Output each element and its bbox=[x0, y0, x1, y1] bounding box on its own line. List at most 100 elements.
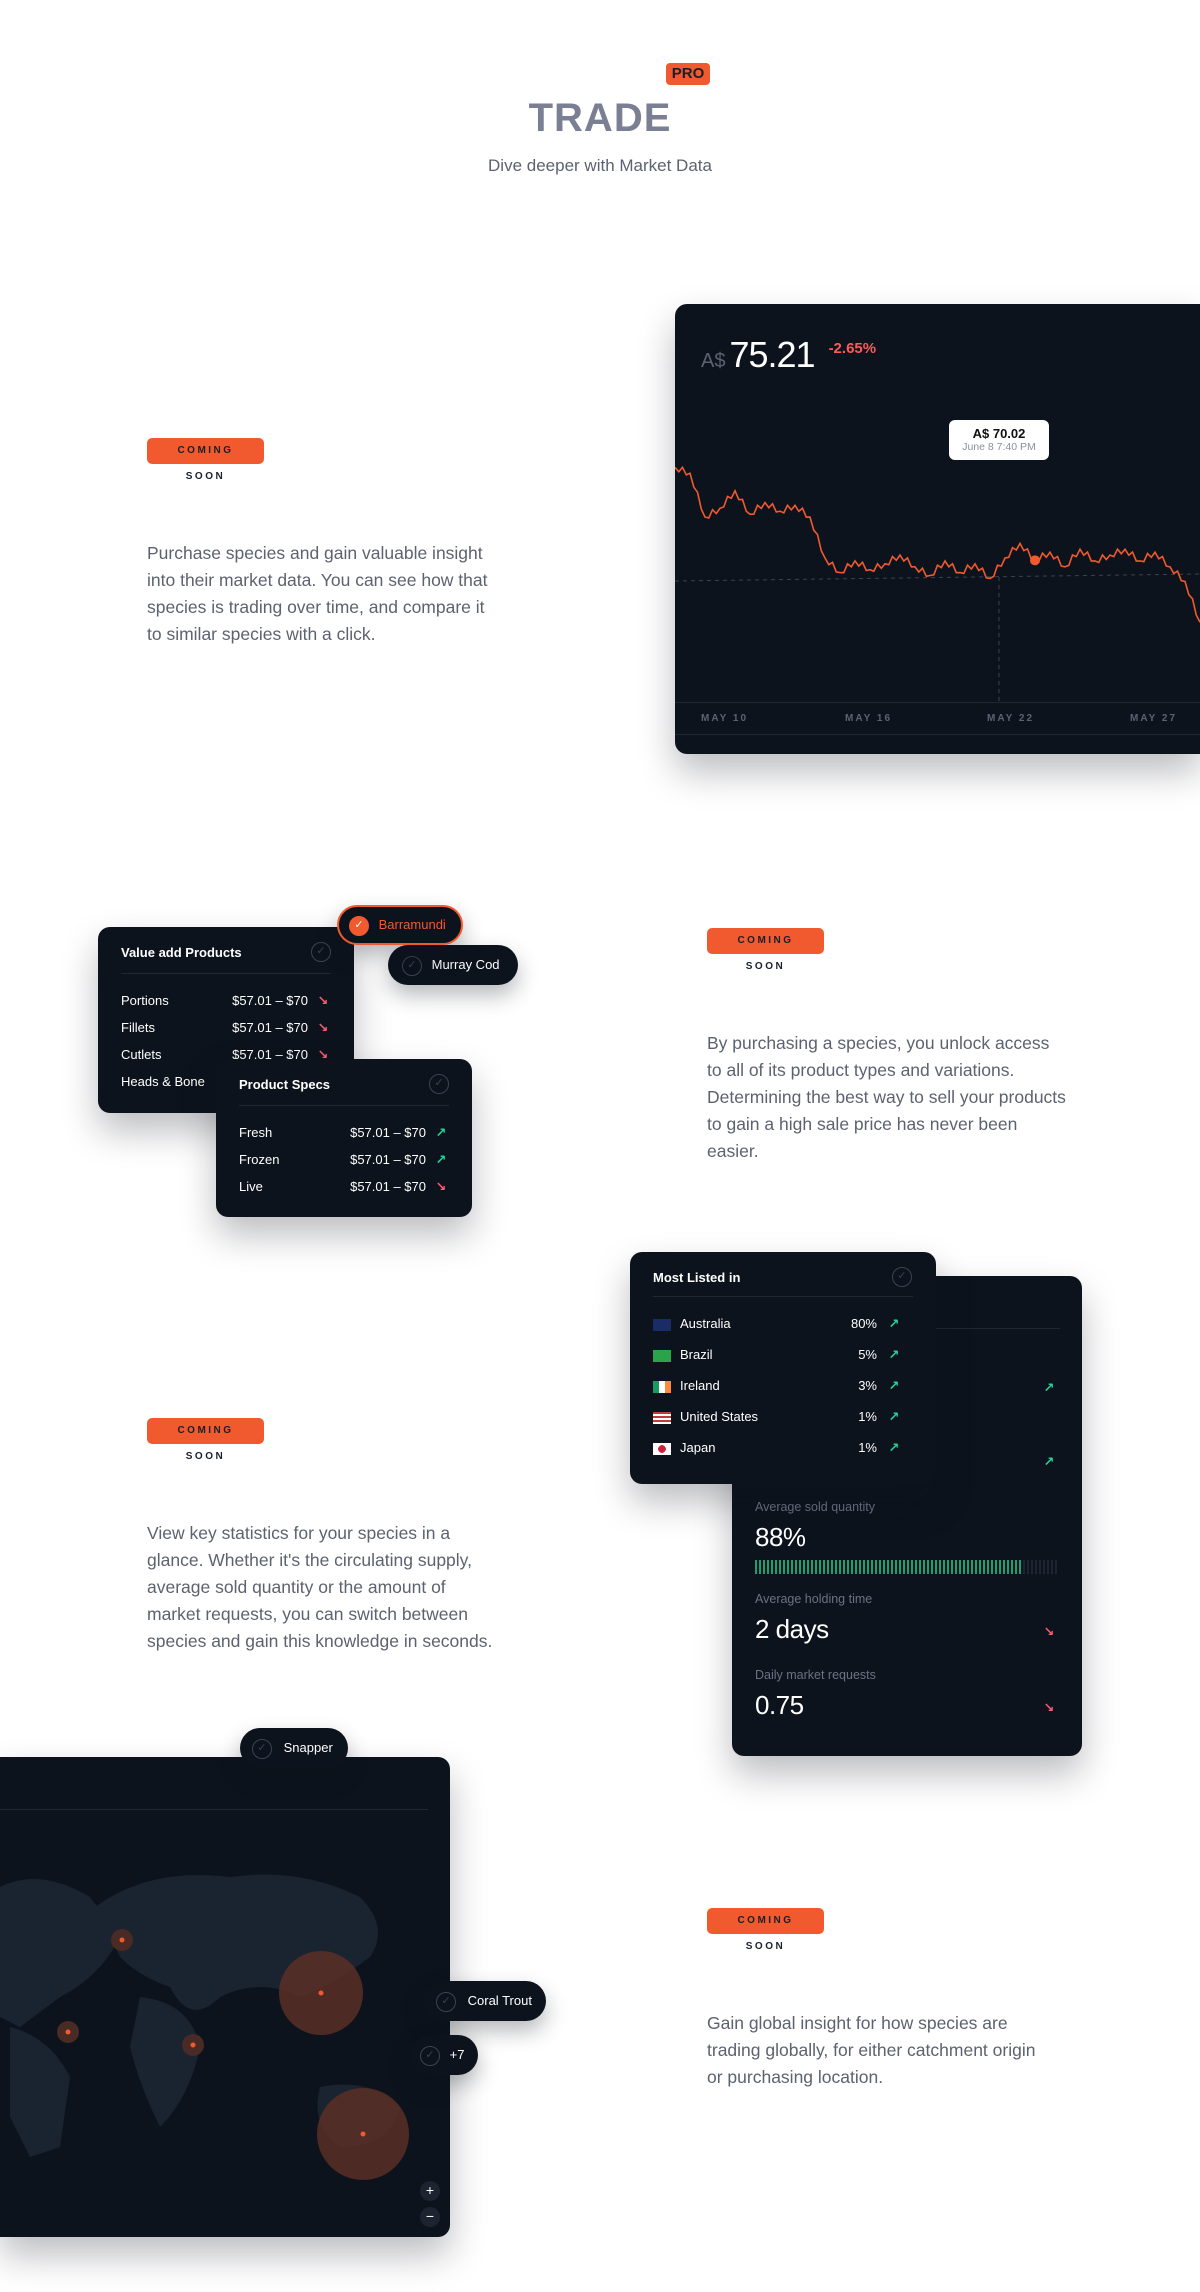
row-label: Frozen bbox=[239, 1152, 280, 1167]
progress-tick bbox=[911, 1560, 913, 1574]
section3-description: View key statistics for your species in … bbox=[147, 1523, 493, 1651]
x-tick: MAY 22 bbox=[987, 713, 1035, 724]
divider bbox=[0, 1809, 428, 1810]
currency-label: A$ bbox=[701, 350, 726, 372]
progress-tick bbox=[843, 1560, 845, 1574]
price-change: -2.65% bbox=[828, 340, 877, 357]
progress-tick bbox=[939, 1560, 941, 1574]
us-flag-icon bbox=[653, 1412, 671, 1424]
species-pill-barramundi[interactable]: ✓ Barramundi bbox=[337, 905, 463, 945]
br-flag-icon bbox=[653, 1350, 671, 1362]
crosshair-horizontal bbox=[675, 573, 1200, 582]
au-flag-icon bbox=[653, 1319, 671, 1331]
progress-tick bbox=[759, 1560, 761, 1574]
progress-tick bbox=[1031, 1560, 1033, 1574]
progress-tick bbox=[883, 1560, 885, 1574]
progress-tick bbox=[999, 1560, 1001, 1574]
progress-tick bbox=[987, 1560, 989, 1574]
species-pill-more[interactable]: ✓ +7 bbox=[410, 2035, 478, 2075]
progress-tick bbox=[943, 1560, 945, 1574]
trend-up-icon: ↗ bbox=[888, 1409, 900, 1424]
row-label: Live bbox=[239, 1179, 263, 1194]
section2-description: By purchasing a species, you unlock acce… bbox=[707, 1033, 1066, 1161]
progress-tick bbox=[879, 1560, 881, 1574]
check-icon: ✓ bbox=[349, 915, 369, 936]
section4-description: Gain global insight for how species are … bbox=[707, 2013, 1036, 2087]
price-line-chart[interactable] bbox=[675, 404, 1200, 704]
divider bbox=[239, 1105, 449, 1106]
trend-up-icon: ↗ bbox=[435, 1152, 447, 1167]
species-pill-coral-trout[interactable]: ✓ Coral Trout bbox=[424, 1981, 546, 2021]
progress-tick bbox=[783, 1560, 785, 1574]
progress-tick bbox=[795, 1560, 797, 1574]
progress-tick bbox=[787, 1560, 789, 1574]
zoom-out-button[interactable]: − bbox=[420, 2207, 440, 2227]
progress-tick bbox=[907, 1560, 909, 1574]
country-pct: 1% bbox=[858, 1440, 877, 1455]
trend-down-icon: ↘ bbox=[317, 1047, 329, 1062]
map-point bbox=[318, 1990, 324, 1996]
pill-label: Coral Trout bbox=[467, 1993, 532, 2008]
trend-down-icon: ↘ bbox=[317, 993, 329, 1008]
pro-badge: PRO bbox=[666, 63, 710, 85]
divider bbox=[653, 1296, 913, 1297]
progress-tick bbox=[891, 1560, 893, 1574]
value-add-title: Value add Products bbox=[121, 945, 242, 960]
progress-tick bbox=[971, 1560, 973, 1574]
check-icon[interactable]: ✓ bbox=[311, 942, 331, 962]
zoom-in-button[interactable]: + bbox=[420, 2181, 440, 2201]
country-name: United States bbox=[680, 1409, 759, 1424]
species-pill-snapper[interactable]: ✓ Snapper bbox=[240, 1728, 348, 1768]
world-map[interactable] bbox=[0, 1827, 450, 2227]
progress-tick bbox=[871, 1560, 873, 1574]
country-name: Australia bbox=[680, 1316, 731, 1331]
species-pill-murray-cod[interactable]: ✓ Murray Cod bbox=[388, 945, 518, 985]
section1-description: Purchase species and gain valuable insig… bbox=[147, 543, 488, 644]
tooltip-time: June 8 7:40 PM bbox=[962, 441, 1036, 453]
progress-tick bbox=[1035, 1560, 1037, 1574]
country-name: Ireland bbox=[680, 1378, 720, 1393]
progress-tick bbox=[1015, 1560, 1017, 1574]
progress-tick bbox=[963, 1560, 965, 1574]
country-row: Japan 1% ↗ bbox=[653, 1440, 913, 1458]
progress-tick bbox=[1011, 1560, 1013, 1574]
progress-tick bbox=[1023, 1560, 1025, 1574]
country-pct: 5% bbox=[858, 1347, 877, 1362]
progress-tick bbox=[855, 1560, 857, 1574]
progress-tick bbox=[859, 1560, 861, 1574]
x-tick: MAY 10 bbox=[701, 713, 749, 724]
axis-rule-bottom bbox=[675, 734, 1200, 735]
progress-tick bbox=[935, 1560, 937, 1574]
coming-soon-badge: COMING SOON bbox=[707, 1908, 824, 1952]
progress-tick bbox=[771, 1560, 773, 1574]
progress-tick bbox=[779, 1560, 781, 1574]
row-value: $57.01 – $70 bbox=[232, 993, 308, 1008]
stat-value: 2 days bbox=[755, 1614, 829, 1644]
check-icon[interactable]: ✓ bbox=[429, 1074, 449, 1094]
row-label: Heads & Bone bbox=[121, 1074, 205, 1089]
country-pct: 80% bbox=[850, 1316, 877, 1331]
progress-tick bbox=[1019, 1560, 1021, 1574]
stat-label: Average sold quantity bbox=[755, 1500, 875, 1514]
trend-up-icon: ↗ bbox=[888, 1347, 900, 1362]
check-icon: ✓ bbox=[402, 955, 422, 976]
country-row: Brazil 5% ↗ bbox=[653, 1347, 913, 1365]
progress-tick bbox=[807, 1560, 809, 1574]
progress-tick bbox=[903, 1560, 905, 1574]
country-name: Brazil bbox=[680, 1347, 713, 1362]
most-listed-card: Most Listed in ✓ Australia 80% ↗ Brazil 5% ↗ I… bbox=[630, 1252, 936, 1484]
progress-tick bbox=[967, 1560, 969, 1574]
trend-up-icon: ↗ bbox=[435, 1125, 447, 1140]
progress-tick bbox=[915, 1560, 917, 1574]
tooltip-price: A$ 70.02 bbox=[972, 426, 1026, 441]
check-icon[interactable]: ✓ bbox=[892, 1267, 912, 1287]
check-icon: ✓ bbox=[252, 1738, 272, 1759]
row-label: Cutlets bbox=[121, 1047, 162, 1062]
coming-soon-badge: COMING SOON bbox=[147, 438, 264, 482]
row-label: Portions bbox=[121, 993, 169, 1008]
pill-label: Barramundi bbox=[378, 917, 446, 932]
current-price: 75.21 bbox=[729, 334, 815, 375]
progress-tick bbox=[995, 1560, 997, 1574]
map-point bbox=[190, 2042, 196, 2048]
row-value: $57.01 – $70 bbox=[350, 1125, 426, 1140]
